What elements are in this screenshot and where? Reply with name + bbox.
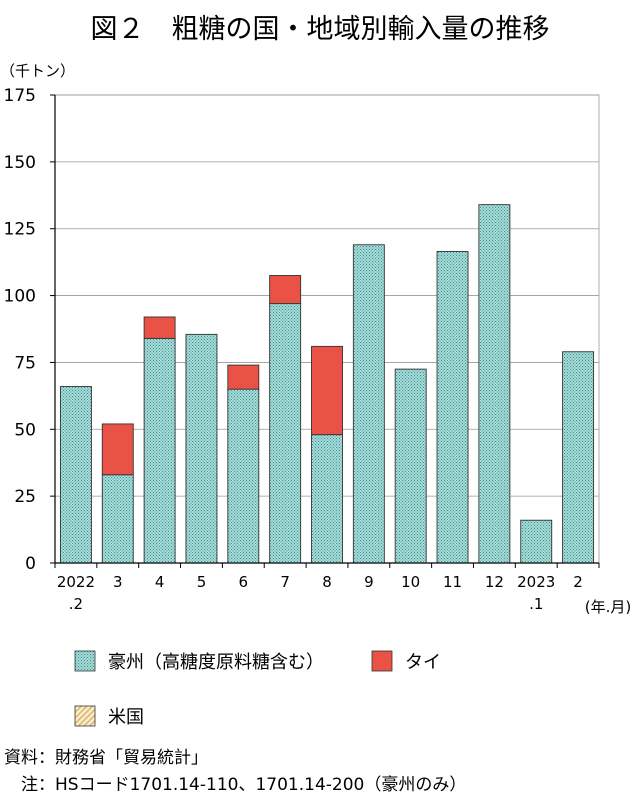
- legend-item-thailand: タイ: [371, 650, 441, 673]
- footnote: 注：HSコード1701.14-110、1701.14-200（豪州のみ）: [4, 774, 466, 795]
- bar-thailand: [227, 364, 260, 390]
- bars: [59, 204, 595, 564]
- y-tick-label: 175: [4, 86, 36, 106]
- x-tick-labels: 2022 .2 3 4 5 6 7 8 9 10 11 12 2023 .1 2: [57, 573, 583, 613]
- legend: 豪州（高糖度原料糖含む） タイ 米国: [74, 650, 441, 728]
- bar-australia: [59, 386, 92, 564]
- bar-australia: [352, 244, 385, 564]
- legend-item-australia: 豪州（高糖度原料糖含む）: [74, 650, 324, 673]
- x-tick-label: 3: [113, 573, 123, 591]
- bar-thailand: [269, 275, 302, 305]
- x-tick-label: 8: [322, 573, 332, 591]
- x-tick-label: 4: [155, 573, 165, 591]
- x-tick-label: .2: [69, 595, 83, 613]
- x-tick-label: 5: [197, 573, 207, 591]
- bar-australia: [101, 474, 134, 564]
- y-axis-unit: （千トン）: [0, 62, 75, 80]
- legend-label-usa: 米国: [108, 707, 144, 728]
- legend-swatch-thailand: [371, 650, 393, 672]
- y-tick-label: 150: [4, 153, 36, 173]
- x-tick-label: 10: [401, 573, 420, 591]
- x-axis-unit: (年.月): [585, 598, 631, 616]
- x-tick-label: 2: [573, 573, 583, 591]
- bar-thailand: [101, 423, 134, 476]
- bar-australia: [562, 351, 595, 564]
- bar-australia: [520, 519, 553, 564]
- bar-thailand: [311, 345, 343, 436]
- legend-swatch-australia: [74, 650, 96, 672]
- y-tick-labels: 0 25 50 75 100 125 150 175: [4, 86, 36, 574]
- bar-australia: [269, 303, 302, 564]
- legend-swatch-usa: [74, 705, 96, 727]
- bar-australia: [436, 250, 469, 564]
- x-tick-label: 11: [443, 573, 462, 591]
- legend-item-usa: 米国: [74, 705, 144, 728]
- bar-australia: [143, 337, 176, 564]
- legend-label-australia: 豪州（高糖度原料糖含む）: [108, 652, 324, 673]
- bar-australia: [478, 204, 511, 564]
- y-tick-label: 25: [14, 487, 36, 507]
- y-tick-label: 0: [25, 554, 36, 574]
- x-tick-label: 9: [364, 573, 374, 591]
- y-tick-label: 100: [4, 287, 36, 307]
- x-tick-label: 6: [239, 573, 249, 591]
- bar-australia: [394, 368, 427, 564]
- bar-australia: [185, 333, 218, 564]
- y-tick-label: 125: [4, 220, 36, 240]
- x-tick-label: 7: [280, 573, 290, 591]
- bar-thailand: [143, 316, 176, 339]
- legend-label-thailand: タイ: [405, 652, 441, 673]
- x-tick-label: .1: [529, 595, 543, 613]
- y-tick-label: 50: [14, 420, 36, 440]
- source-note: 資料：財務省「貿易統計」: [4, 748, 208, 768]
- y-tick-label: 75: [14, 353, 36, 373]
- axes: [50, 94, 600, 568]
- x-tick-label: 2022: [57, 573, 95, 591]
- chart-title: 図２ 粗糖の国・地域別輸入量の推移: [91, 14, 550, 45]
- x-tick-label: 2023: [517, 573, 555, 591]
- bar-australia: [311, 434, 343, 564]
- bar-australia: [227, 388, 260, 564]
- x-tick-label: 12: [485, 573, 504, 591]
